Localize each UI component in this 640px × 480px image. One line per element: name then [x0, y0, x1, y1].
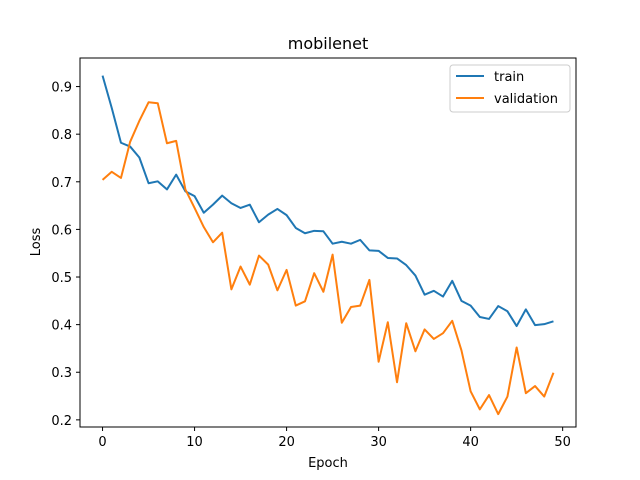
x-axis-ticks: 0 10 20 30 40 50 — [98, 427, 571, 450]
y-axis-label: Loss — [29, 228, 44, 257]
series-lines — [101, 75, 555, 416]
legend-label-validation: validation — [494, 92, 558, 107]
x-tick-label: 30 — [370, 435, 387, 450]
y-tick-label: 0.2 — [51, 414, 72, 429]
y-tick-label: 0.4 — [51, 319, 72, 334]
series-line-validation — [101, 101, 555, 416]
x-tick-label: 0 — [98, 435, 106, 450]
y-tick-label: 0.8 — [51, 128, 72, 143]
plot-frame — [79, 57, 577, 428]
series-line-train — [101, 75, 554, 328]
chart-title: mobilenet — [288, 34, 369, 53]
legend-label-train: train — [494, 70, 524, 85]
y-tick-label: 0.7 — [51, 176, 72, 191]
y-tick-label: 0.6 — [51, 223, 72, 238]
x-tick-label: 10 — [186, 435, 203, 450]
x-tick-label: 50 — [554, 435, 571, 450]
y-axis-ticks: 0.2 0.3 0.4 0.5 0.6 0.7 0.8 0.9 — [51, 81, 80, 429]
plot-area — [80, 58, 576, 427]
x-tick-label: 40 — [462, 435, 479, 450]
y-tick-label: 0.3 — [51, 366, 72, 381]
x-axis-label: Epoch — [308, 456, 348, 471]
y-tick-label: 0.5 — [51, 271, 72, 286]
y-tick-label: 0.9 — [51, 81, 72, 96]
legend: train validation — [449, 64, 571, 113]
x-tick-label: 20 — [278, 435, 295, 450]
